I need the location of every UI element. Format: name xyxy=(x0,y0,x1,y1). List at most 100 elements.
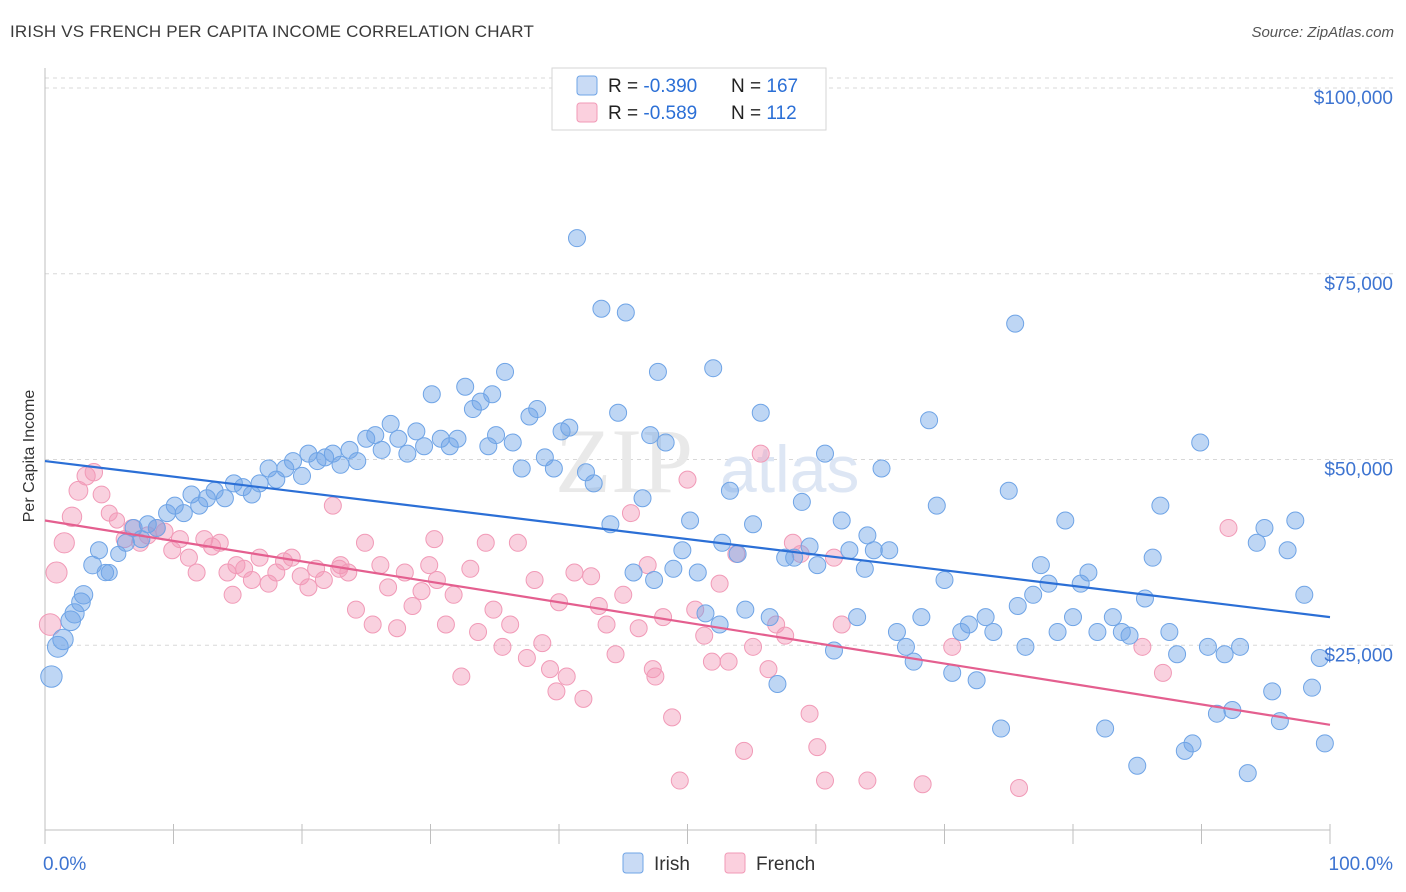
irish-point xyxy=(1278,541,1297,560)
irish-point xyxy=(992,719,1011,738)
irish-point xyxy=(1143,548,1162,567)
irish-point xyxy=(744,515,763,534)
french-series-swatch xyxy=(724,852,746,874)
irish-point xyxy=(381,414,400,433)
trend-lines xyxy=(44,459,1331,726)
irish-point xyxy=(165,496,184,515)
french-point xyxy=(461,559,480,578)
french-point xyxy=(815,771,834,790)
french-point xyxy=(913,775,932,794)
french-point xyxy=(597,615,616,634)
irish-trend-line xyxy=(44,459,1331,619)
series-legend: Irish French xyxy=(622,852,815,875)
legend-r-label-irish: R = xyxy=(608,76,643,97)
source-label: Source: ZipAtlas.com xyxy=(1251,24,1394,41)
irish-point xyxy=(681,511,700,530)
french-point xyxy=(663,708,682,727)
irish-point xyxy=(407,422,426,441)
irish-point xyxy=(40,665,63,688)
y-tick-label: $50,000 xyxy=(1324,460,1393,481)
french-point xyxy=(452,667,471,686)
irish-point xyxy=(808,556,827,575)
irish-point xyxy=(1006,314,1025,333)
irish-point xyxy=(855,559,874,578)
french-point xyxy=(719,652,738,671)
french-point xyxy=(346,600,365,619)
irish-point xyxy=(768,674,787,693)
french-point xyxy=(92,485,111,504)
irish-point xyxy=(1120,626,1139,645)
irish-point xyxy=(1295,585,1314,604)
irish-point xyxy=(348,452,367,471)
irish-point xyxy=(976,608,995,627)
irish-point xyxy=(331,455,350,474)
irish-point xyxy=(728,544,747,563)
irish-point xyxy=(503,433,522,452)
irish-point xyxy=(864,541,883,560)
french-point xyxy=(1219,518,1238,537)
watermark-atlas: atlas xyxy=(720,432,859,506)
irish-point xyxy=(512,459,531,478)
irish-point xyxy=(609,403,628,422)
irish-point xyxy=(1303,678,1322,697)
irish-point xyxy=(656,433,675,452)
french-point xyxy=(557,667,576,686)
irish-point xyxy=(858,526,877,545)
french-point xyxy=(533,634,552,653)
irish-point xyxy=(496,362,515,381)
legend-n-value-french: 112 xyxy=(766,103,796,124)
french-point xyxy=(242,570,261,589)
irish-point xyxy=(64,603,85,624)
irish-point xyxy=(1238,764,1257,783)
irish-point xyxy=(197,489,216,508)
french-point xyxy=(314,570,333,589)
french-point xyxy=(53,532,75,554)
legend-n-label-irish: N = xyxy=(731,76,766,97)
french-point xyxy=(379,578,398,597)
irish-point xyxy=(1207,704,1226,723)
french-point xyxy=(108,512,126,529)
french-point xyxy=(541,660,560,679)
french-point xyxy=(621,504,640,523)
french-point xyxy=(670,771,689,790)
irish-point xyxy=(1247,533,1266,552)
irish-point xyxy=(1315,734,1334,753)
french-point xyxy=(363,615,382,634)
irish-point xyxy=(415,437,434,456)
y-tick-label: $100,000 xyxy=(1314,88,1393,109)
irish-point xyxy=(1128,756,1147,775)
irish-point xyxy=(673,541,692,560)
irish-point xyxy=(293,466,311,485)
irish-point xyxy=(952,622,971,641)
irish-point xyxy=(71,592,91,613)
french-point xyxy=(299,578,318,597)
french-point xyxy=(444,585,463,604)
x-tick-label-min: 0.0% xyxy=(43,854,86,875)
irish-point xyxy=(704,359,723,378)
french-point xyxy=(427,570,446,589)
irish-point xyxy=(1151,496,1170,515)
french-trend-line xyxy=(44,519,1331,726)
french-point xyxy=(744,637,763,656)
irish-point xyxy=(520,407,539,426)
french-point xyxy=(469,622,488,641)
irish-point xyxy=(448,429,467,448)
french-point xyxy=(678,470,697,489)
legend-n-value-irish: 167 xyxy=(766,76,798,97)
irish-point xyxy=(832,511,851,530)
french-point xyxy=(614,585,633,604)
irish-point xyxy=(100,564,118,582)
french-point xyxy=(638,556,657,575)
french-point xyxy=(484,600,503,619)
irish-point xyxy=(1160,622,1179,641)
french-point xyxy=(1010,778,1029,797)
stats-legend: R = -0.390 N = 167 R = -0.589 N = 112 xyxy=(551,67,827,131)
irish-point xyxy=(1168,645,1187,664)
irish-point xyxy=(584,474,603,493)
irish-point xyxy=(544,459,563,478)
irish-point xyxy=(1255,518,1274,537)
irish-point xyxy=(1008,596,1027,615)
irish-point xyxy=(567,229,586,248)
irish-point xyxy=(1310,648,1329,667)
irish-point xyxy=(1191,433,1210,452)
